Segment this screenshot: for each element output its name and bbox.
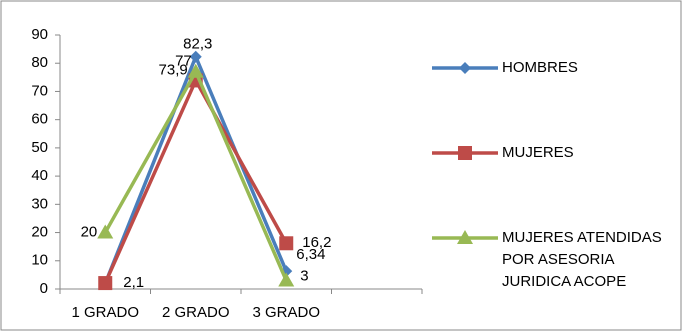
marker <box>279 236 294 251</box>
y-tick-label: 20 <box>31 224 48 241</box>
y-tick-label: 40 <box>31 167 48 184</box>
marker <box>459 62 471 74</box>
data-label: 73,9 <box>159 61 188 78</box>
legend-label: MUJERES ATENDIDAS POR ASESORIA JURIDICA AC… <box>502 229 662 290</box>
y-tick-label: 50 <box>31 139 48 156</box>
x-tick-label: 3 GRADO <box>252 304 320 321</box>
marker <box>98 276 113 291</box>
series <box>97 63 295 287</box>
legend-label-line: JURIDICA ACOPE <box>502 273 626 290</box>
data-label: 82,3 <box>183 36 212 53</box>
marker <box>97 224 114 239</box>
x-tick-label: 1 GRADO <box>71 304 139 321</box>
data-label: 2,1 <box>123 274 144 291</box>
y-tick-label: 10 <box>31 252 48 269</box>
legend-label-line: MUJERES ATENDIDAS <box>502 229 662 246</box>
marker <box>187 63 204 78</box>
x-tick-label: 2 GRADO <box>162 304 230 321</box>
y-tick-label: 70 <box>31 82 48 99</box>
data-label: 77 <box>175 53 192 70</box>
marker <box>458 146 472 160</box>
marker <box>457 230 473 244</box>
legend-label-line: POR ASESORIA <box>502 251 615 268</box>
y-tick-label: 0 <box>40 280 48 297</box>
data-label: 3 <box>300 268 308 285</box>
y-tick-label: 60 <box>31 111 48 128</box>
marker <box>189 50 202 63</box>
data-label: 20 <box>81 224 98 241</box>
data-label: 6,34 <box>296 246 325 263</box>
y-tick-label: 90 <box>31 26 48 43</box>
data-label: 16,2 <box>302 234 331 251</box>
y-tick-label: 30 <box>31 195 48 212</box>
legend-label: HOMBRES <box>502 59 578 76</box>
y-tick-label: 80 <box>31 54 48 71</box>
legend-label: MUJERES <box>502 144 574 161</box>
marker <box>278 272 295 287</box>
